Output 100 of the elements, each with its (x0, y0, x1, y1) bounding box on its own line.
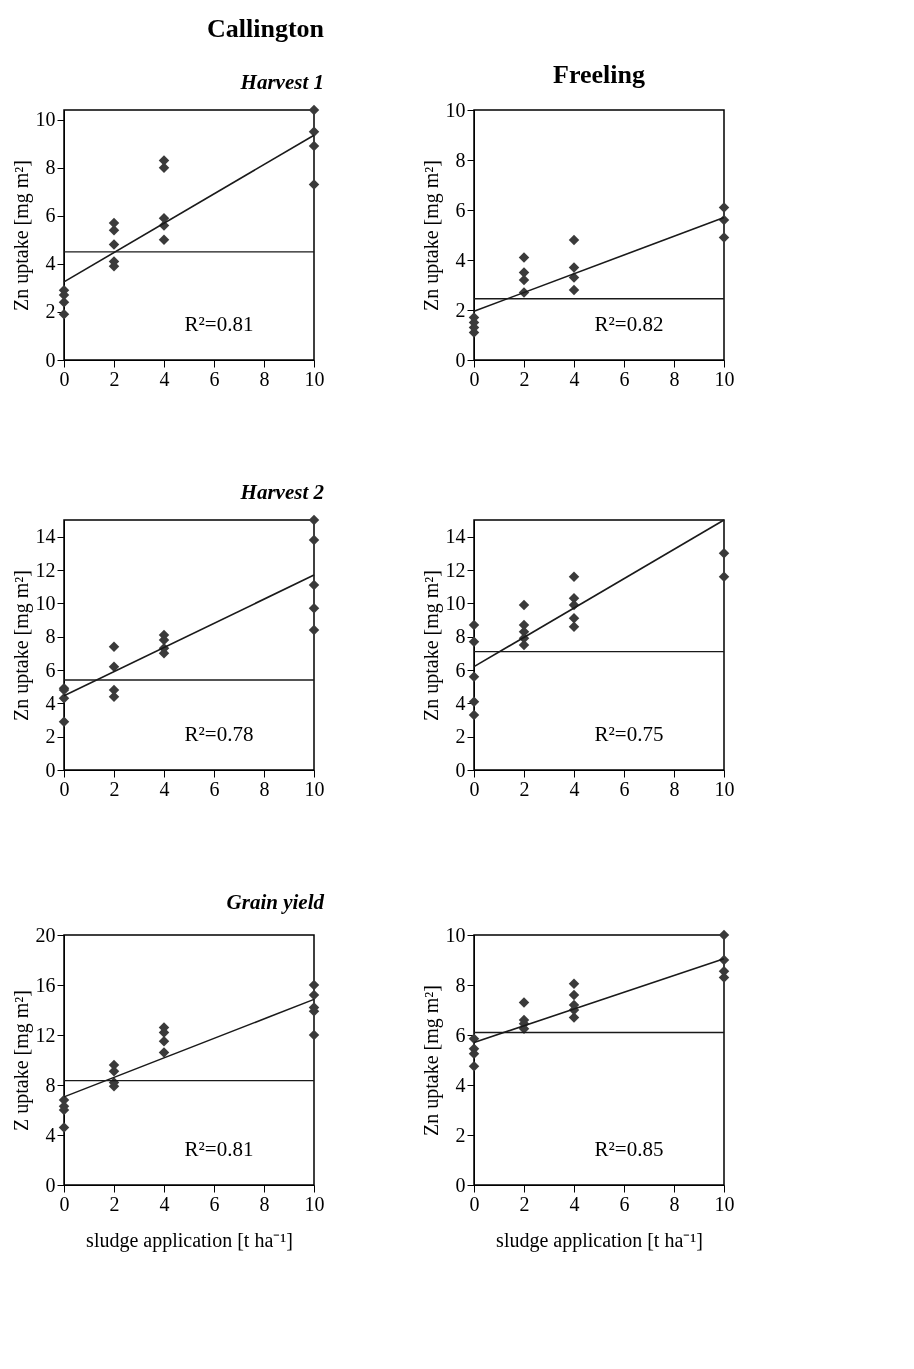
y-tick-label: 0 (455, 1173, 466, 1196)
x-tick-label: 10 (304, 777, 325, 800)
chart-title: Freeling (553, 60, 645, 89)
y-tick-label: 2 (455, 1123, 466, 1146)
x-tick-label: 8 (259, 1192, 270, 1215)
point (468, 636, 480, 647)
x-tick-label: 2 (519, 367, 530, 390)
point (468, 696, 480, 707)
point (308, 989, 320, 1001)
y-tick-label: 6 (455, 658, 466, 681)
point (158, 1047, 170, 1058)
y-tick-label: 0 (45, 1173, 56, 1196)
x-tick-label: 4 (569, 1192, 580, 1215)
y-tick-label: 12 (35, 1023, 56, 1046)
x-tick-label: 6 (209, 1192, 220, 1215)
point (468, 1061, 480, 1072)
y-tick-label: 4 (455, 691, 466, 714)
y-axis-title: Zn uptake [mg m²] (9, 570, 33, 721)
annotation: R²=0.75 (594, 722, 664, 746)
point (718, 232, 730, 243)
point (308, 140, 320, 152)
y-tick-label: 4 (455, 1073, 466, 1096)
point (568, 989, 580, 1001)
y-tick-label: 6 (455, 1023, 466, 1046)
x-tick-label: 4 (159, 777, 170, 800)
point (568, 262, 580, 273)
x-tick-label: 8 (259, 367, 270, 390)
point (468, 671, 480, 682)
x-tick-label: 10 (714, 367, 735, 390)
point (308, 624, 320, 636)
point (568, 978, 580, 989)
y-tick-label: 0 (455, 348, 466, 371)
point (108, 239, 120, 250)
point (308, 603, 320, 614)
x-tick-label: 6 (209, 777, 220, 800)
point (718, 548, 730, 559)
annotation: R²=0.82 (594, 312, 664, 336)
x-tick-label: 0 (469, 1192, 480, 1215)
y-tick-label: 6 (45, 204, 56, 227)
chart-subtitle: Harvest 1 (239, 69, 324, 94)
x-tick-label: 4 (159, 1192, 170, 1215)
point (568, 284, 580, 296)
x-tick-label: 6 (619, 777, 630, 800)
x-tick-label: 10 (714, 1192, 735, 1215)
y-tick-label: 10 (35, 591, 56, 614)
x-tick-label: 4 (569, 777, 580, 800)
y-tick-label: 0 (45, 348, 56, 371)
point (568, 1012, 580, 1023)
x-tick-label: 0 (469, 777, 480, 800)
point (518, 599, 530, 611)
annotation: R²=0.81 (184, 312, 254, 336)
x-tick-label: 8 (669, 367, 680, 390)
point (568, 234, 580, 246)
point (718, 929, 730, 941)
point (108, 661, 120, 672)
chart-subtitle: Harvest 2 (239, 479, 325, 504)
x-tick-label: 4 (159, 367, 170, 390)
x-tick-label: 2 (109, 1192, 120, 1215)
point (718, 214, 730, 226)
x-tick-label: 10 (304, 367, 325, 390)
point (718, 571, 730, 582)
point (468, 619, 480, 631)
y-axis-title: Z uptake [mg m²] (9, 990, 33, 1131)
y-tick-label: 10 (445, 923, 466, 946)
annotation: R²=0.85 (594, 1137, 664, 1161)
point (308, 514, 320, 526)
x-axis-title: sludge application [t ha⁻¹] (496, 1228, 703, 1252)
point (158, 234, 170, 246)
annotation: R²=0.81 (184, 1137, 254, 1161)
point (58, 716, 70, 727)
point (308, 534, 320, 546)
point (108, 641, 120, 652)
x-tick-label: 2 (519, 1192, 530, 1215)
x-tick-label: 4 (569, 367, 580, 390)
y-tick-label: 20 (35, 923, 56, 946)
x-tick-label: 10 (714, 777, 735, 800)
y-tick-label: 2 (45, 725, 56, 748)
y-tick-label: 4 (45, 691, 56, 714)
y-tick-label: 4 (45, 252, 56, 275)
point (518, 252, 530, 263)
annotation: R²=0.78 (184, 722, 254, 746)
point (308, 104, 320, 116)
y-tick-label: 12 (35, 558, 56, 581)
y-tick-label: 10 (445, 591, 466, 614)
x-tick-label: 0 (469, 367, 480, 390)
y-tick-label: 2 (455, 725, 466, 748)
point (308, 979, 320, 991)
point (158, 1036, 170, 1047)
y-tick-label: 10 (445, 98, 466, 121)
point (568, 621, 580, 632)
x-tick-label: 6 (619, 1192, 630, 1215)
point (468, 709, 480, 721)
x-tick-label: 6 (209, 367, 220, 390)
y-tick-label: 8 (45, 1073, 56, 1096)
point (308, 579, 320, 591)
y-tick-label: 0 (455, 758, 466, 781)
y-tick-label: 16 (35, 973, 56, 996)
y-tick-label: 2 (45, 300, 56, 323)
y-tick-label: 14 (445, 525, 466, 548)
point (58, 309, 70, 320)
